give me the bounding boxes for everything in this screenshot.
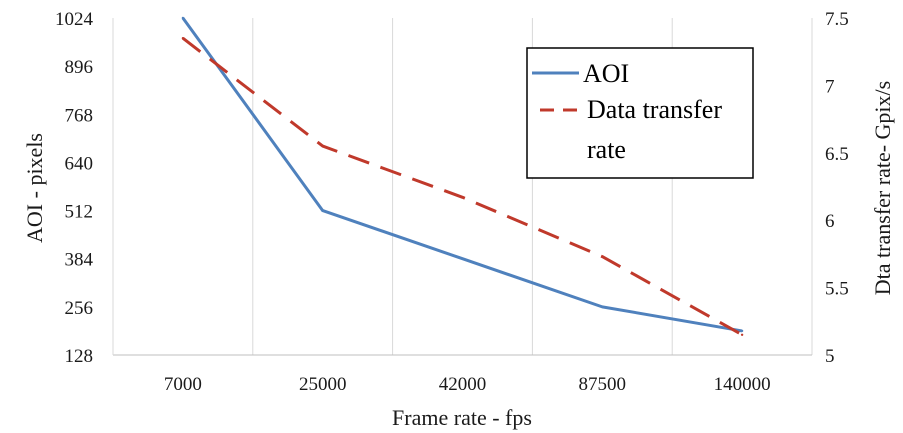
legend-label-data-transfer-rate-line1: Data transfer — [587, 95, 722, 124]
y2-tick-label: 6.5 — [825, 144, 849, 165]
data-point-aoi — [321, 209, 324, 212]
data-point-aoi — [181, 16, 185, 20]
x-tick-label: 87500 — [579, 374, 627, 395]
legend-label-aoi: AOI — [583, 59, 629, 88]
y-tick-label: 512 — [65, 202, 94, 223]
y-tick-label: 256 — [65, 298, 94, 319]
y2-tick-label: 6 — [825, 211, 835, 232]
y-tick-label: 768 — [65, 105, 94, 126]
y2-tick-label: 5 — [825, 346, 835, 367]
data-point-data-transfer-rate — [740, 333, 744, 336]
y-tick-label: 384 — [65, 250, 94, 271]
x-tick-label: 25000 — [299, 374, 347, 395]
data-point-aoi — [601, 305, 604, 309]
data-point-data-transfer-rate — [601, 255, 604, 258]
tick-labels: 7000 25000 42000 87500 140000102489676864051… — [55, 9, 849, 395]
data-point-data-transfer-rate — [321, 144, 324, 148]
legend-box — [526, 47, 754, 179]
y-tick-label: 1024 — [55, 9, 94, 30]
y-tick-label: 128 — [65, 346, 94, 367]
data-point-data-transfer-rate — [181, 37, 185, 40]
y-axis-title: AOI - pixels — [22, 133, 47, 243]
x-tick-label: 140000 — [714, 374, 771, 395]
y-tick-label: 896 — [65, 57, 94, 78]
x-tick-label: 42000 — [439, 374, 487, 395]
y2-tick-label: 7.5 — [825, 9, 849, 30]
y2-tick-label: 5.5 — [825, 279, 849, 300]
legend-label-data-transfer-rate-line2: rate — [587, 135, 626, 164]
y2-axis-title: Dta transfer rate- Gpix/s — [870, 81, 895, 295]
x-axis-title: Frame rate - fps — [392, 405, 532, 430]
data-point-aoi — [461, 257, 464, 260]
data-point-aoi — [740, 329, 744, 333]
y-tick-label: 640 — [65, 153, 94, 174]
series-layer — [181, 16, 744, 337]
legend: AOI Data transfer rate — [526, 47, 754, 179]
x-tick-label: 7000 — [164, 374, 202, 395]
data-point-data-transfer-rate — [461, 196, 464, 199]
axes — [112, 18, 812, 356]
y2-tick-label: 7 — [825, 76, 835, 97]
